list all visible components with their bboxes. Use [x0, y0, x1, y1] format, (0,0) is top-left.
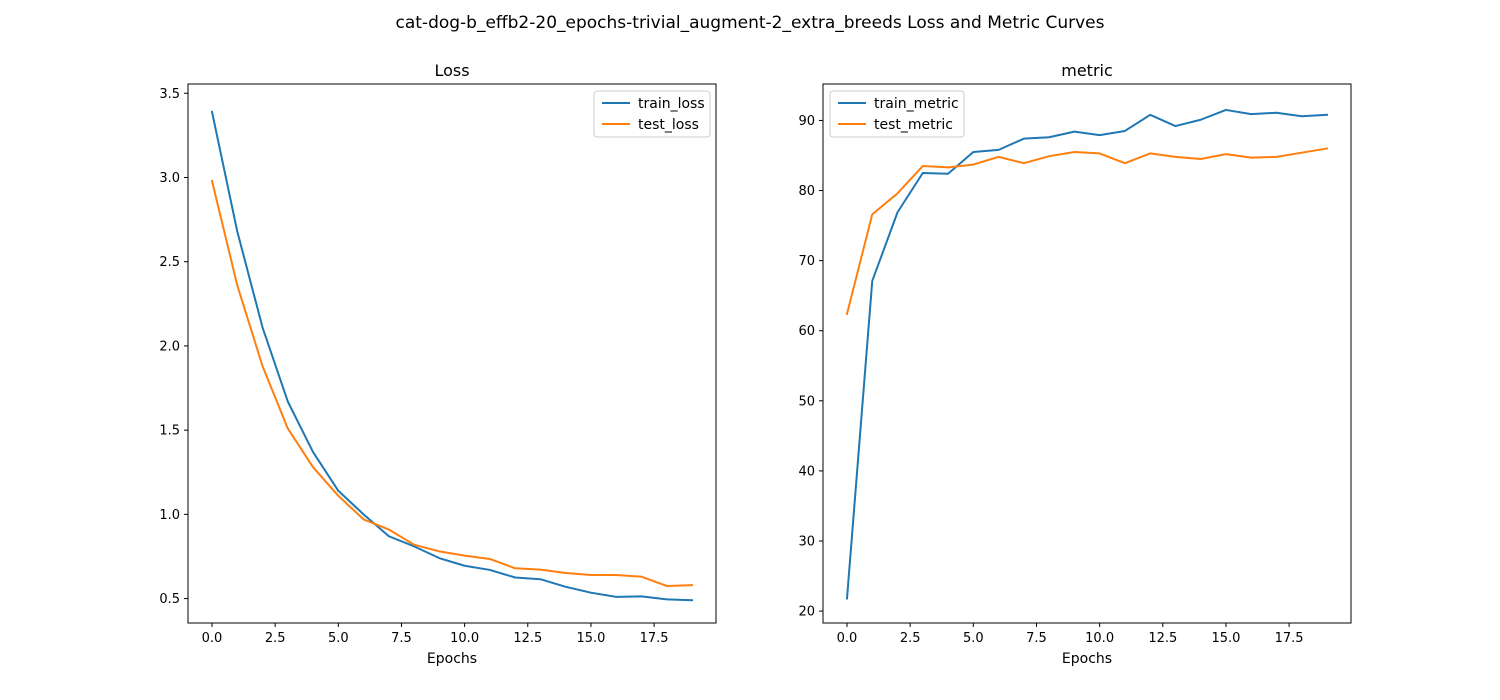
chart-0-x-tick-label: 2.5 — [265, 631, 286, 646]
chart-1-legend: train_metric test_metric — [829, 90, 965, 138]
chart-0-legend-label-test-loss: test_loss — [638, 117, 699, 133]
chart-0-y-tick-label: 2.0 — [159, 339, 180, 354]
chart-1-legend-label-train-metric: train_metric — [874, 96, 959, 112]
chart-0-x-tick-label: 5.0 — [328, 631, 349, 646]
chart-0-x-tick-label: 12.5 — [513, 631, 542, 646]
chart-1-title: metric — [1061, 61, 1113, 80]
figure-title: cat-dog-b_effb2-20_epochs-trivial_augmen… — [396, 13, 1105, 33]
chart-0-y-tick-label: 1.0 — [159, 508, 180, 523]
chart-1-y-tick-label: 40 — [798, 464, 815, 479]
chart-1-x-tick-label: 17.5 — [1275, 631, 1304, 646]
chart-1-x-axis-label: Epochs — [1062, 651, 1112, 667]
chart-0-legend-label-train-loss: train_loss — [638, 96, 705, 112]
chart-1-y-tick-label: 20 — [798, 605, 815, 620]
chart-0-x-tick-label: 0.0 — [202, 631, 223, 646]
chart-0-y-tick-label: 3.0 — [159, 171, 180, 186]
chart-0-x-axis-label: Epochs — [427, 651, 477, 667]
chart-0-x-tick-label: 10.0 — [450, 631, 479, 646]
chart-0-x-tick-label: 15.0 — [576, 631, 605, 646]
chart-0-series-test-loss-line — [210, 179, 694, 587]
chart-0-title: Loss — [434, 61, 469, 80]
chart-1-y-tick-label: 80 — [798, 184, 815, 199]
chart-0-axes-frame — [187, 83, 717, 624]
chart-1-y-tick-label: 50 — [798, 394, 815, 409]
chart-1-y-tick-label: 60 — [798, 324, 815, 339]
chart-1-y-tick-label: 90 — [798, 114, 815, 129]
chart-1-x-tick-label: 7.5 — [1026, 631, 1047, 646]
chart-0-y-tick-label: 0.5 — [159, 592, 180, 607]
loss-chart: 0.0 2.5 5.0 7.5 10.0 12.5 15.0 17.5 0.5 1.0 1.5 2.0… — [159, 61, 717, 667]
chart-1-y-tick-label: 30 — [798, 534, 815, 549]
chart-1-x-tick-label: 10.0 — [1085, 631, 1114, 646]
chart-1-x-tick-label: 15.0 — [1211, 631, 1240, 646]
chart-1-series-test-metric-line — [845, 147, 1329, 316]
chart-0-y-tick-label: 1.5 — [159, 424, 180, 439]
metric-chart: 0.0 2.5 5.0 7.5 10.0 12.5 15.0 17.5 20 30 40 50 60 70… — [798, 61, 1352, 667]
chart-1-x-tick-label: 12.5 — [1148, 631, 1177, 646]
chart-0-legend: train_loss test_loss — [593, 90, 711, 138]
chart-0-x-tick-label: 7.5 — [391, 631, 412, 646]
chart-1-x-tick-label: 0.0 — [837, 631, 858, 646]
chart-1-x-tick-label: 5.0 — [963, 631, 984, 646]
chart-0-y-tick-label: 3.5 — [159, 87, 180, 102]
chart-1-axes-frame — [822, 83, 1352, 624]
chart-1-y-tick-label: 70 — [798, 254, 815, 269]
chart-0-x-tick-label: 17.5 — [640, 631, 669, 646]
chart-0-y-tick-label: 2.5 — [159, 255, 180, 270]
chart-1-legend-label-test-metric: test_metric — [874, 117, 953, 133]
chart-1-series-train-metric-line — [845, 108, 1329, 600]
chart-1-x-tick-label: 2.5 — [900, 631, 921, 646]
chart-0-series-train-loss-line — [210, 110, 694, 602]
